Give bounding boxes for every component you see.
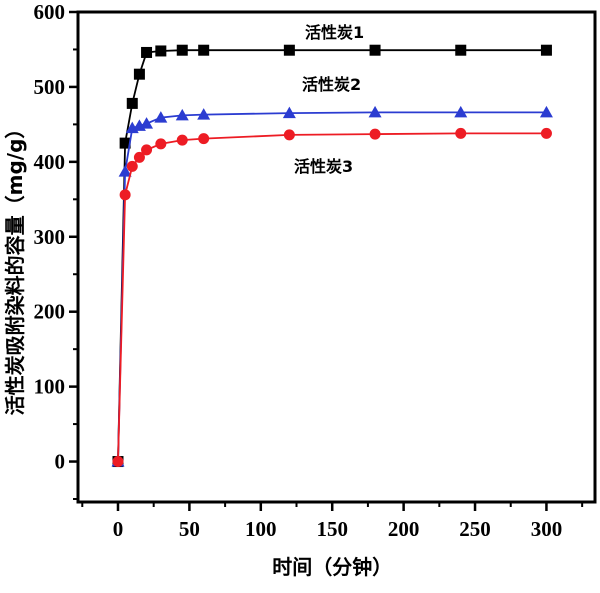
series-marker-circle: [283, 129, 295, 141]
series-marker-square: [133, 68, 145, 80]
y-axis-title: 活性炭吸附染料的容量（mg/g）: [3, 119, 27, 416]
series-marker-triangle: [197, 108, 211, 120]
series-2-line: [117, 111, 547, 462]
x-axis-tick-label: 50: [179, 517, 200, 541]
series-2-triangle: [111, 105, 553, 467]
series-marker-square: [198, 44, 210, 56]
series-marker-circle: [126, 160, 138, 172]
series-marker-circle: [155, 138, 167, 150]
x-axis-tick-label: 250: [459, 517, 491, 541]
series-1-line: [117, 49, 547, 462]
series-3-circle: [112, 127, 552, 468]
series-marker-circle: [455, 127, 467, 139]
legend-label-1: 活性炭1: [305, 23, 364, 42]
series-marker-square: [126, 97, 138, 109]
plot-border: [76, 10, 597, 504]
series-marker-triangle: [118, 165, 132, 177]
y-axis-tick-label: 200: [34, 300, 66, 324]
series-marker-circle: [141, 144, 153, 156]
x-axis-tick-label: 0: [113, 517, 124, 541]
y-axis-tick-label: 500: [34, 75, 66, 99]
legend-label-3: 活性炭3: [294, 157, 353, 176]
series-marker-triangle: [154, 111, 168, 123]
series-marker-square: [283, 44, 295, 56]
series-marker-triangle: [175, 108, 189, 121]
series-marker-square: [119, 137, 131, 149]
series-marker-triangle: [539, 105, 553, 118]
series-marker-triangle: [454, 105, 468, 118]
series-marker-triangle: [282, 106, 296, 119]
series-marker-circle: [176, 134, 188, 146]
series-marker-circle: [133, 151, 145, 163]
series-marker-square: [155, 45, 167, 57]
y-axis-tick-label: 300: [34, 225, 66, 249]
series-marker-square: [455, 44, 467, 56]
series-marker-triangle: [368, 105, 382, 118]
x-axis-tick-label: 100: [245, 517, 277, 541]
series-marker-circle: [369, 128, 381, 140]
series-marker-triangle: [140, 117, 154, 129]
x-axis-tick-label: 300: [531, 517, 563, 541]
series-marker-square: [540, 44, 552, 56]
series-marker-square: [141, 46, 153, 58]
series-marker-circle: [112, 456, 124, 468]
series-1-square: [112, 44, 552, 468]
y-axis-tick-label: 0: [55, 450, 66, 474]
series-marker-square: [176, 44, 188, 56]
x-axis-title: 时间（分钟）: [272, 555, 392, 579]
series-marker-circle: [198, 133, 210, 145]
y-axis-tick-label: 400: [34, 150, 66, 174]
y-axis-tick-label: 100: [34, 375, 66, 399]
series-marker-circle: [540, 127, 552, 139]
series-marker-circle: [119, 189, 131, 201]
x-axis-tick-label: 200: [388, 517, 420, 541]
y-axis-tick-label: 600: [34, 0, 66, 24]
x-axis-tick-label: 150: [316, 517, 348, 541]
legend-label-2: 活性炭2: [302, 75, 361, 94]
series-marker-square: [369, 44, 381, 56]
